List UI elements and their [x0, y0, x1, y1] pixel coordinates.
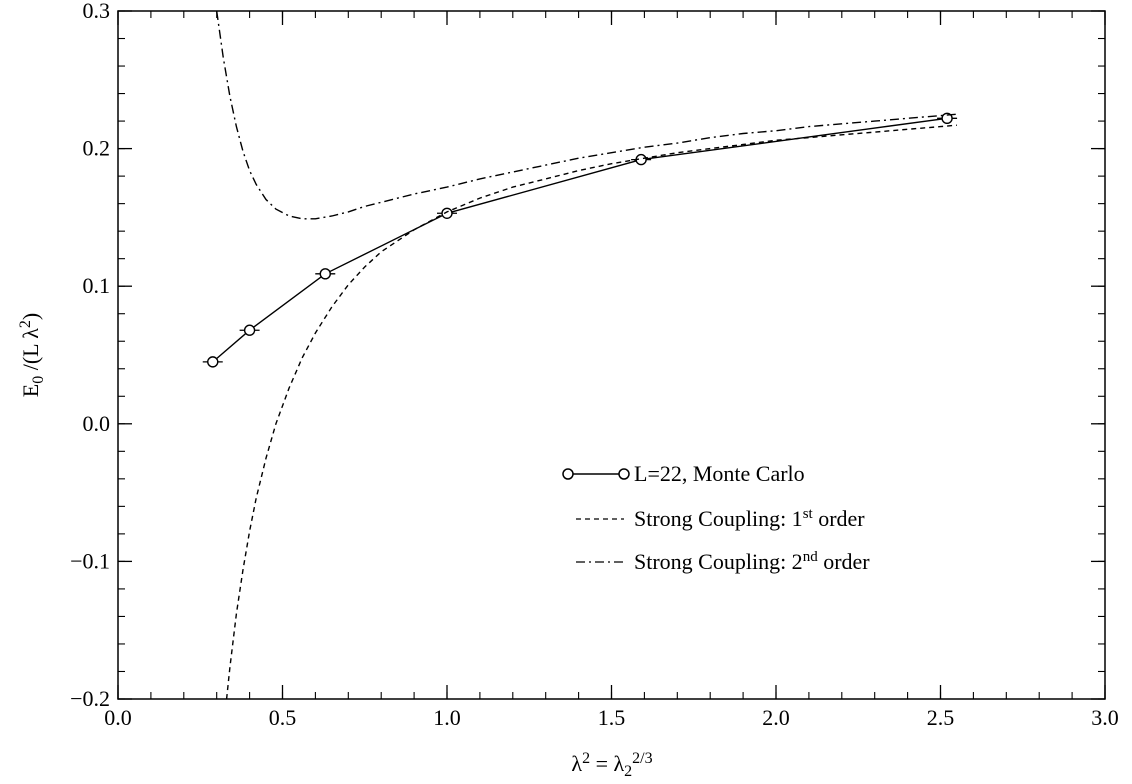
y-tick-label: 0.2 — [83, 136, 111, 161]
y-axis-label: E0 /(L λ2) — [17, 313, 47, 398]
series-second-order-line — [216, 10, 957, 220]
x-tick-label: 2.0 — [762, 705, 790, 730]
y-tick-label: −0.1 — [70, 548, 110, 573]
series-monte-carlo-line — [212, 117, 948, 363]
y-tick-label: 0.0 — [83, 411, 111, 436]
x-tick-label: 3.0 — [1091, 705, 1119, 730]
ticks-layer: 0.0 0.5 1.0 1.5 2.0 2.5 3.0 −0.2 −0.1 0.0 0.1 0.2 0.… — [70, 0, 1119, 730]
legend-marker-right — [618, 468, 630, 480]
legend-item-second-order: Strong Coupling: 2nd order — [576, 549, 870, 574]
legend-label-second-order: Strong Coupling: 2nd order — [634, 549, 870, 574]
x-tick-label: 1.0 — [433, 705, 461, 730]
x-tick-label: 1.5 — [598, 705, 626, 730]
series-first-order-line — [225, 124, 957, 700]
legend-marker-left — [562, 468, 574, 480]
legend-label-monte-carlo: L=22, Monte Carlo — [634, 461, 805, 486]
data-point — [243, 324, 256, 336]
y-tick-label: 0.3 — [83, 0, 111, 23]
legend-item-monte-carlo: L=22, Monte Carlo — [562, 461, 805, 486]
data-point — [441, 207, 453, 219]
x-axis-label: λ2 = λ22/3 — [571, 750, 652, 780]
data-point — [207, 356, 219, 368]
plot-frame — [117, 10, 1106, 700]
data-point — [941, 112, 953, 125]
legend-label-first-order: Strong Coupling: 1st order — [634, 506, 865, 531]
x-tick-label: 2.5 — [927, 705, 955, 730]
legend-item-first-order: Strong Coupling: 1st order — [576, 506, 865, 531]
data-point — [319, 268, 331, 280]
legend: L=22, Monte Carlo Strong Coupling: 1st o… — [562, 461, 870, 574]
y-tick-label: 0.1 — [83, 273, 111, 298]
y-tick-label: −0.2 — [70, 686, 110, 711]
x-tick-label: 0.5 — [269, 705, 297, 730]
x-tick-label: 0.0 — [104, 705, 132, 730]
series-layer — [202, 10, 958, 700]
